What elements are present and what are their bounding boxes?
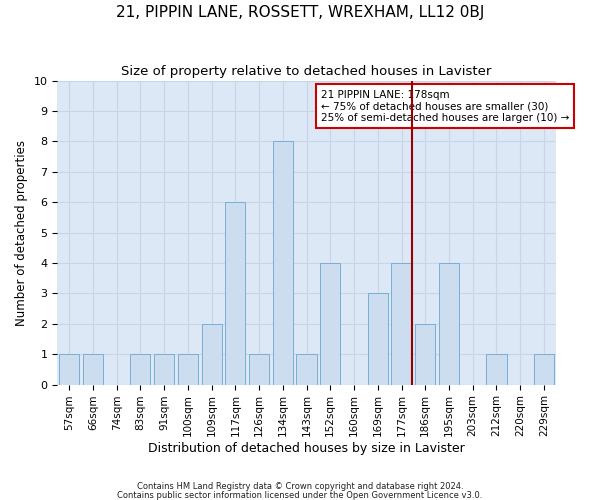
Text: 21, PIPPIN LANE, ROSSETT, WREXHAM, LL12 0BJ: 21, PIPPIN LANE, ROSSETT, WREXHAM, LL12 … <box>116 5 484 20</box>
Y-axis label: Number of detached properties: Number of detached properties <box>15 140 28 326</box>
Bar <box>391 263 412 384</box>
Bar <box>202 324 221 384</box>
Bar <box>130 354 151 384</box>
Bar <box>273 142 293 384</box>
Bar <box>178 354 198 384</box>
Text: Contains public sector information licensed under the Open Government Licence v3: Contains public sector information licen… <box>118 490 482 500</box>
Bar <box>439 263 459 384</box>
Bar <box>415 324 436 384</box>
Bar <box>487 354 506 384</box>
Bar <box>59 354 79 384</box>
Title: Size of property relative to detached houses in Lavister: Size of property relative to detached ho… <box>121 65 492 78</box>
Bar <box>320 263 340 384</box>
Bar <box>225 202 245 384</box>
Bar <box>368 294 388 384</box>
Bar <box>83 354 103 384</box>
Bar <box>249 354 269 384</box>
Bar <box>534 354 554 384</box>
X-axis label: Distribution of detached houses by size in Lavister: Distribution of detached houses by size … <box>148 442 465 455</box>
Bar <box>296 354 317 384</box>
Text: 21 PIPPIN LANE: 178sqm
← 75% of detached houses are smaller (30)
25% of semi-det: 21 PIPPIN LANE: 178sqm ← 75% of detached… <box>321 90 569 123</box>
Bar <box>154 354 174 384</box>
Text: Contains HM Land Registry data © Crown copyright and database right 2024.: Contains HM Land Registry data © Crown c… <box>137 482 463 491</box>
